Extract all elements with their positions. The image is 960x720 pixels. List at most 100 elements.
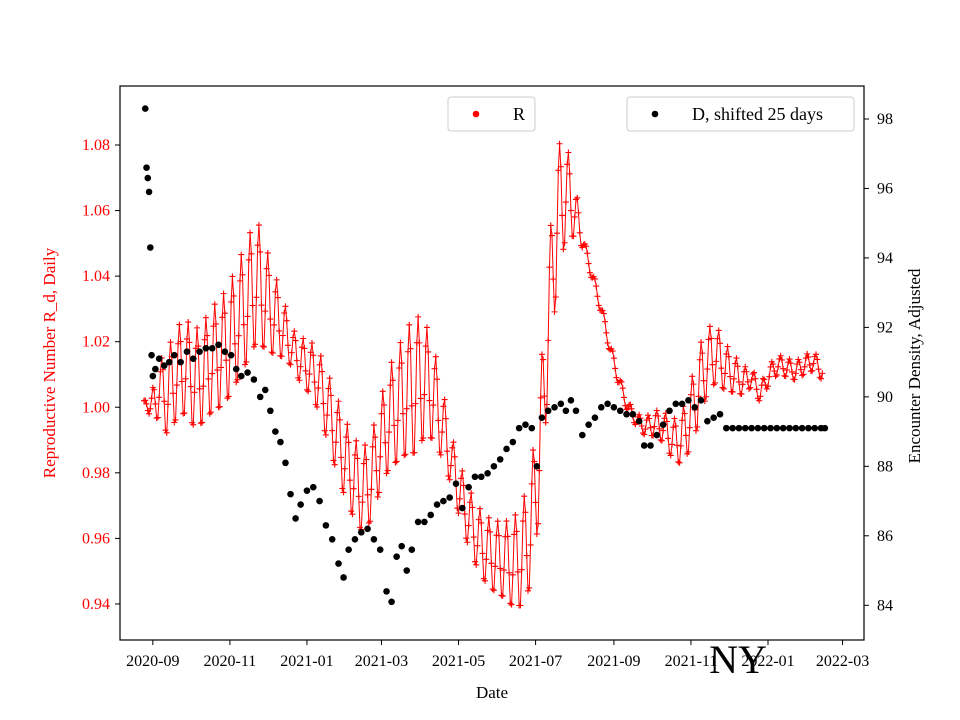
d-point: [647, 442, 654, 449]
r-series-segment: [247, 259, 250, 317]
d-point: [421, 518, 428, 526]
d-point: [208, 344, 216, 352]
r-series-segment: [538, 397, 542, 471]
r-series-segment: [444, 399, 447, 419]
r-series-segment: [502, 570, 505, 597]
r-series-segment: [446, 451, 449, 477]
r-series-segment: [326, 388, 329, 416]
r-series-segment: [392, 380, 395, 426]
r-series-segment: [181, 381, 184, 414]
r-series-segment: [560, 166, 563, 216]
r-series: [141, 140, 826, 609]
r-point: [392, 459, 399, 466]
r-series-segment: [393, 425, 396, 463]
d-point: [364, 525, 371, 533]
d-point: [471, 473, 479, 481]
r-series-segment: [551, 235, 554, 280]
r-series-segment: [317, 364, 321, 389]
d-point: [303, 487, 311, 494]
d-point: [267, 407, 274, 415]
r-series-segment: [517, 571, 520, 606]
d-point: [610, 403, 618, 411]
d-point: [597, 403, 605, 411]
d-point: [533, 463, 541, 470]
y-left-axis-title: Reproductive Number R_d, Daily: [40, 247, 59, 478]
d-point: [678, 400, 686, 408]
r-series-segment: [163, 401, 166, 431]
d-point: [528, 424, 536, 432]
d-point: [805, 424, 812, 432]
r-series-segment: [255, 245, 259, 298]
r-series-segment: [277, 297, 280, 332]
y-right-tick-label: 92: [877, 319, 893, 336]
r-series-segment: [402, 413, 405, 456]
r-series-segment: [559, 143, 562, 167]
r-series-segment: [188, 342, 192, 387]
r-series-segment: [485, 530, 489, 560]
y-left-tick-label: 1.04: [82, 268, 110, 285]
d-point: [351, 535, 359, 543]
r-series-segment: [219, 367, 222, 407]
r-series-segment: [316, 387, 319, 408]
r-series-segment: [555, 233, 558, 298]
r-series-segment: [330, 395, 333, 431]
r-series-segment: [272, 324, 275, 354]
r-point: [374, 493, 381, 500]
x-tick-label: 2021-11: [665, 653, 718, 670]
d-point: [316, 497, 323, 505]
r-series-segment: [358, 496, 361, 528]
x-tick-label: 2020-09: [126, 653, 179, 670]
r-series-segment: [192, 392, 196, 425]
r-series-segment: [194, 348, 197, 393]
r-series-segment: [233, 295, 236, 344]
r-series-segment: [380, 391, 384, 414]
r-series-segment: [399, 342, 403, 364]
d-point: [215, 341, 222, 349]
r-series-segment: [162, 369, 165, 402]
d-point: [287, 490, 294, 498]
r-point: [599, 307, 606, 314]
legend-r-box: [447, 96, 536, 132]
r-series-segment: [490, 563, 494, 590]
r-series-segment: [353, 454, 356, 489]
d-point: [335, 560, 342, 567]
r-series-segment: [503, 536, 506, 571]
r-series-segment: [282, 312, 285, 336]
r-series-segment: [511, 574, 514, 605]
r-series-segment: [494, 535, 497, 567]
r-series-segment: [185, 338, 188, 379]
r-series-segment: [415, 342, 418, 404]
r-series-segment: [250, 253, 254, 306]
r-series-segment: [245, 316, 249, 362]
d-point: [165, 358, 173, 366]
d-point: [754, 424, 762, 432]
r-point: [693, 427, 699, 434]
x-tick-label: 2021-05: [432, 653, 485, 670]
r-series-segment: [680, 420, 683, 446]
r-point: [632, 421, 639, 428]
d-point: [189, 355, 197, 362]
d-point: [370, 535, 378, 543]
r-series-segment: [475, 545, 478, 565]
r-point: [348, 508, 355, 515]
d-point: [538, 414, 546, 422]
d-point: [272, 428, 279, 435]
r-series-segment: [703, 380, 706, 402]
r-series-segment: [543, 396, 547, 423]
r-series-segment: [312, 355, 316, 383]
r-series-segment: [228, 354, 231, 397]
r-series-segment: [420, 398, 423, 441]
r-series-segment: [498, 535, 501, 569]
r-series-segment: [234, 343, 237, 383]
r-series-segment: [187, 321, 190, 343]
d-point: [459, 504, 466, 512]
r-series-segment: [675, 425, 678, 446]
r-series-segment: [701, 353, 705, 381]
d-point: [160, 362, 168, 369]
r-series-segment: [512, 534, 515, 575]
d-point: [427, 511, 435, 519]
x-tick-label: 2021-01: [280, 653, 333, 670]
d-point: [748, 424, 755, 432]
d-point: [735, 424, 743, 432]
